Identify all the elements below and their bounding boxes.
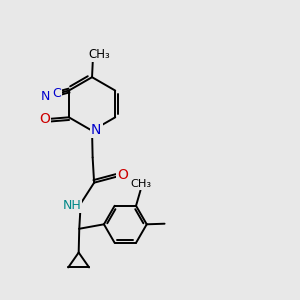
Text: CH₃: CH₃ bbox=[88, 48, 110, 61]
Text: NH: NH bbox=[62, 200, 81, 212]
Text: N: N bbox=[91, 123, 101, 137]
Text: O: O bbox=[117, 168, 128, 182]
Text: N: N bbox=[41, 90, 51, 103]
Text: CH₃: CH₃ bbox=[130, 179, 152, 189]
Text: O: O bbox=[39, 112, 50, 126]
Text: C: C bbox=[52, 87, 61, 100]
